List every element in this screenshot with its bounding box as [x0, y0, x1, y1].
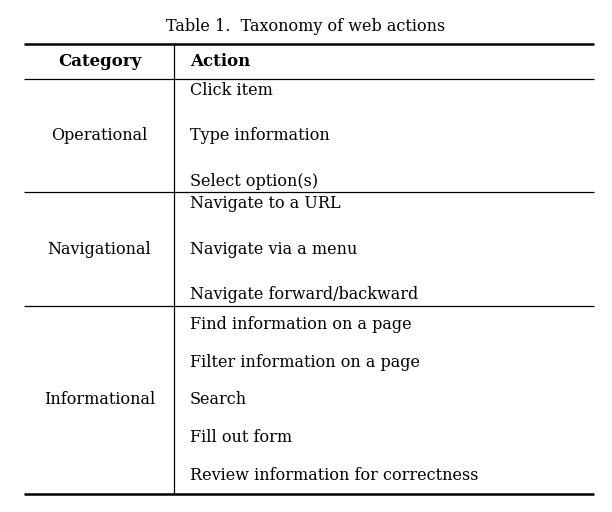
Text: Operational: Operational: [51, 127, 147, 144]
Text: Navigate via a menu: Navigate via a menu: [190, 241, 357, 258]
Text: Find information on a page: Find information on a page: [190, 316, 411, 333]
Text: Review information for correctness: Review information for correctness: [190, 467, 478, 484]
Text: Category: Category: [58, 53, 141, 70]
Text: Navigate forward/backward: Navigate forward/backward: [190, 286, 418, 303]
Text: Fill out form: Fill out form: [190, 429, 292, 446]
Text: Select option(s): Select option(s): [190, 173, 318, 189]
Text: Informational: Informational: [44, 391, 155, 409]
Text: Action: Action: [190, 53, 250, 70]
Text: Search: Search: [190, 391, 247, 409]
Text: Type information: Type information: [190, 127, 329, 144]
Text: Navigational: Navigational: [48, 241, 151, 258]
Text: Table 1.  Taxonomy of web actions: Table 1. Taxonomy of web actions: [166, 18, 446, 35]
Text: Filter information on a page: Filter information on a page: [190, 354, 420, 371]
Text: Click item: Click item: [190, 82, 272, 99]
Text: Navigate to a URL: Navigate to a URL: [190, 195, 340, 212]
